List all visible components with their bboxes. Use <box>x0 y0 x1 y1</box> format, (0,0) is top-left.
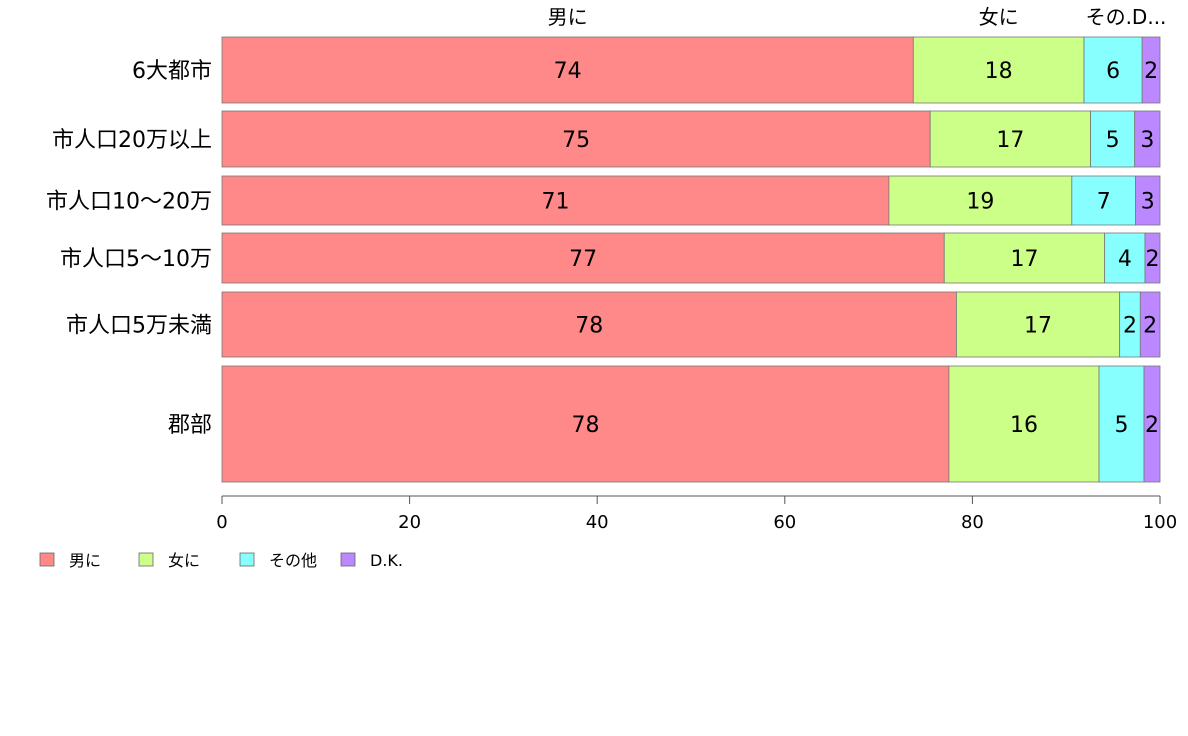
bar-segment <box>1083 36 1143 104</box>
data-label: 75 <box>562 128 590 153</box>
category-label: 市人口5〜10万 <box>60 247 212 272</box>
bar-segment <box>221 365 950 483</box>
top-series-labels: 男に 女に その.D... <box>548 5 1167 29</box>
top-series-label: 男に <box>548 5 588 29</box>
x-tick-label: 80 <box>961 512 984 533</box>
bar-segment <box>1134 110 1161 168</box>
legend-swatch <box>138 552 154 567</box>
x-tick-label: 100 <box>1143 512 1177 533</box>
data-label: 19 <box>966 190 994 215</box>
legend: 男に 女に その他 D.K. <box>39 551 403 570</box>
data-label: 5 <box>1115 413 1129 438</box>
bar-segment <box>929 110 1091 168</box>
bar-segment <box>221 232 945 284</box>
bar-segment <box>1143 365 1161 483</box>
legend-swatch <box>239 552 255 567</box>
bar-segment <box>221 175 890 226</box>
x-tick-label: 40 <box>586 512 609 533</box>
bar-segment <box>943 232 1106 284</box>
bar-segment <box>1071 175 1137 226</box>
data-label: 2 <box>1144 59 1158 84</box>
data-label: 77 <box>569 247 597 272</box>
data-label: 6 <box>1106 59 1120 84</box>
data-label: 71 <box>541 190 569 215</box>
data-label: 2 <box>1145 413 1159 438</box>
top-series-label: 女に <box>979 5 1019 29</box>
legend-label: 男に <box>69 551 101 570</box>
data-label: 17 <box>1010 247 1038 272</box>
data-label: 18 <box>985 59 1013 84</box>
data-label: 17 <box>1024 314 1052 339</box>
bar-segment <box>948 365 1100 483</box>
data-label: 17 <box>996 128 1024 153</box>
bar-segment <box>888 175 1073 226</box>
data-label: 4 <box>1118 247 1132 272</box>
data-label: 3 <box>1140 128 1154 153</box>
data-label: 16 <box>1010 413 1038 438</box>
data-label: 2 <box>1145 247 1159 272</box>
data-label: 78 <box>575 314 603 339</box>
bar-segment <box>221 36 914 104</box>
x-tick-label: 0 <box>216 512 227 533</box>
legend-label: その他 <box>269 551 317 570</box>
data-label: 7 <box>1097 190 1111 215</box>
top-series-label: その.D... <box>1086 5 1167 29</box>
bar-segment <box>1144 232 1161 284</box>
legend-label: D.K. <box>370 551 403 570</box>
data-label: 78 <box>571 413 599 438</box>
x-axis: 0 20 40 60 80 100 <box>216 495 1177 533</box>
data-label: 2 <box>1123 314 1137 339</box>
bar-segment <box>1135 175 1161 226</box>
data-label: 2 <box>1143 314 1157 339</box>
bar-segment <box>1104 232 1146 284</box>
data-label: 74 <box>554 59 582 84</box>
category-label: 6大都市 <box>132 59 212 84</box>
category-label: 市人口20万以上 <box>52 128 212 153</box>
bar-segment <box>1139 291 1161 358</box>
data-label: 3 <box>1141 190 1155 215</box>
bar-segment <box>1090 110 1136 168</box>
bar-segment <box>1141 36 1161 104</box>
legend-label: 女に <box>168 551 200 570</box>
legend-swatch <box>340 552 356 567</box>
x-tick-label: 20 <box>398 512 421 533</box>
data-label: 5 <box>1106 128 1120 153</box>
category-label: 市人口5万未満 <box>66 314 212 339</box>
bars-area: 74 18 6 275 17 5 371 19 7 377 17 4 278 17 2 278 16 5 2 <box>221 36 1161 483</box>
x-tick-label: 60 <box>773 512 796 533</box>
bar-segment <box>221 110 931 168</box>
bar-segment <box>912 36 1085 104</box>
category-label: 市人口10〜20万 <box>46 190 212 215</box>
legend-swatch <box>39 552 55 567</box>
category-label: 郡部 <box>168 413 212 438</box>
